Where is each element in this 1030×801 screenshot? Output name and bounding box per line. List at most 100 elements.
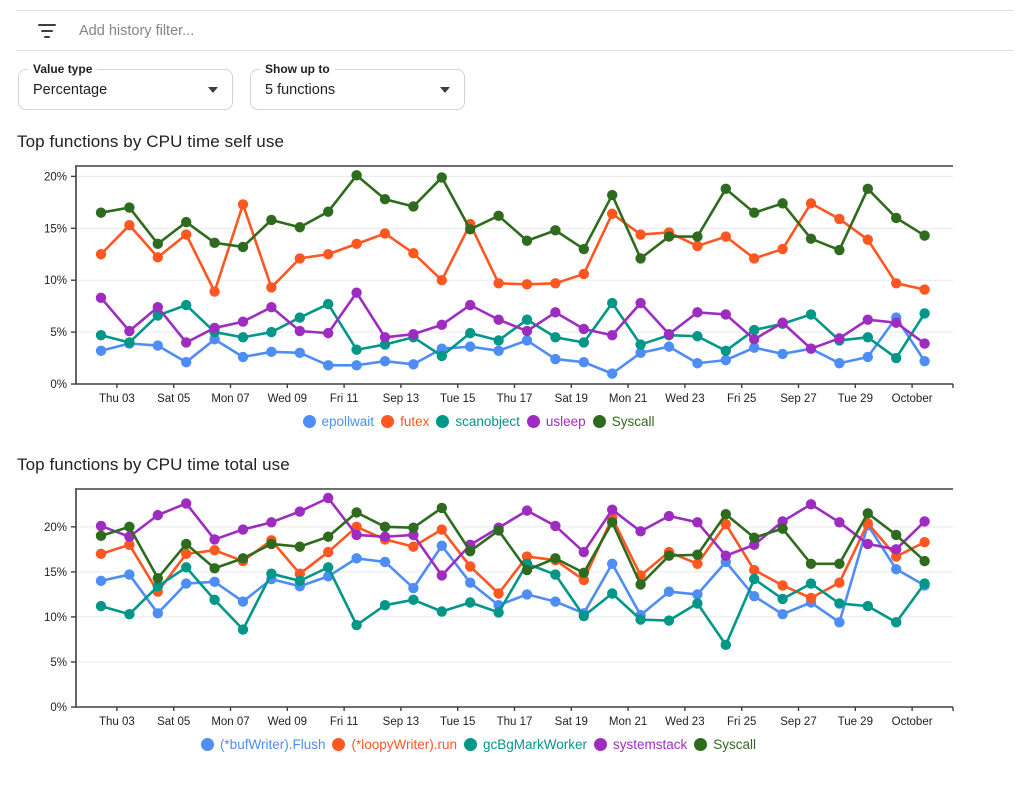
data-point[interactable] <box>663 615 675 626</box>
data-point[interactable] <box>181 578 192 589</box>
data-point[interactable] <box>436 172 447 183</box>
data-point[interactable] <box>181 562 192 573</box>
data-point[interactable] <box>720 231 731 242</box>
data-point[interactable] <box>436 350 447 362</box>
data-point[interactable] <box>209 334 220 345</box>
data-point[interactable] <box>152 252 163 263</box>
data-point[interactable] <box>550 520 561 532</box>
data-point[interactable] <box>493 525 504 536</box>
data-point[interactable] <box>152 340 163 351</box>
data-point[interactable] <box>294 222 305 233</box>
data-point[interactable] <box>891 563 902 575</box>
data-point[interactable] <box>152 581 163 592</box>
data-point[interactable] <box>209 594 220 606</box>
data-point[interactable] <box>607 208 618 219</box>
data-point[interactable] <box>266 326 277 338</box>
data-point[interactable] <box>663 586 675 597</box>
data-point[interactable] <box>294 312 305 323</box>
data-point[interactable] <box>607 517 618 528</box>
data-point[interactable] <box>692 517 703 528</box>
data-point[interactable] <box>834 617 845 628</box>
data-point[interactable] <box>578 268 589 280</box>
data-point[interactable] <box>294 575 305 587</box>
data-point[interactable] <box>578 323 589 335</box>
data-point[interactable] <box>266 517 277 528</box>
data-point[interactable] <box>323 562 334 573</box>
data-point[interactable] <box>521 314 533 325</box>
data-point[interactable] <box>635 229 646 240</box>
data-point[interactable] <box>436 343 447 354</box>
data-point[interactable] <box>521 551 533 562</box>
data-point[interactable] <box>379 521 391 533</box>
data-point[interactable] <box>749 532 760 543</box>
data-point[interactable] <box>891 529 902 541</box>
data-point[interactable] <box>124 219 135 231</box>
data-point[interactable] <box>266 346 277 358</box>
data-point[interactable] <box>777 243 788 255</box>
data-point[interactable] <box>777 609 788 620</box>
data-point[interactable] <box>692 358 703 369</box>
data-point[interactable] <box>834 517 845 528</box>
data-point[interactable] <box>749 207 760 218</box>
data-point[interactable] <box>408 201 419 212</box>
data-point[interactable] <box>635 339 646 350</box>
data-point[interactable] <box>95 530 107 542</box>
show-up-to-select[interactable]: Show up to 5 functions <box>250 62 465 110</box>
data-point[interactable] <box>749 590 760 602</box>
data-point[interactable] <box>550 278 561 289</box>
data-point[interactable] <box>493 607 504 618</box>
data-point[interactable] <box>578 357 589 368</box>
data-point[interactable] <box>493 335 504 346</box>
data-point[interactable] <box>862 518 873 529</box>
data-point[interactable] <box>465 224 476 235</box>
data-point[interactable] <box>862 508 873 519</box>
data-point[interactable] <box>550 596 561 607</box>
data-point[interactable] <box>209 322 220 334</box>
data-point[interactable] <box>692 549 703 560</box>
data-point[interactable] <box>919 555 930 567</box>
data-point[interactable] <box>692 558 703 569</box>
data-point[interactable] <box>720 345 731 356</box>
data-point[interactable] <box>919 536 930 548</box>
data-point[interactable] <box>521 564 533 576</box>
data-point[interactable] <box>294 325 305 337</box>
data-point[interactable] <box>323 492 334 504</box>
data-point[interactable] <box>550 225 561 236</box>
data-point[interactable] <box>891 212 902 224</box>
data-point[interactable] <box>919 338 930 349</box>
data-point[interactable] <box>493 588 504 599</box>
data-point[interactable] <box>578 546 589 558</box>
data-point[interactable] <box>323 249 334 260</box>
data-point[interactable] <box>550 353 561 365</box>
data-point[interactable] <box>891 317 902 328</box>
data-point[interactable] <box>834 213 845 225</box>
data-point[interactable] <box>578 243 589 255</box>
data-point[interactable] <box>607 504 618 515</box>
data-point[interactable] <box>521 279 533 290</box>
data-point[interactable] <box>323 206 334 217</box>
data-point[interactable] <box>749 334 760 345</box>
data-point[interactable] <box>749 253 760 264</box>
data-point[interactable] <box>720 639 731 651</box>
data-point[interactable] <box>237 241 249 253</box>
data-point[interactable] <box>181 357 192 368</box>
data-point[interactable] <box>408 522 419 533</box>
data-point[interactable] <box>635 253 646 264</box>
history-filter-input[interactable] <box>77 21 1014 40</box>
data-point[interactable] <box>805 233 817 244</box>
data-point[interactable] <box>891 278 902 289</box>
data-point[interactable] <box>181 548 192 560</box>
data-point[interactable] <box>777 348 788 360</box>
data-point[interactable] <box>323 298 334 310</box>
data-point[interactable] <box>379 194 391 205</box>
data-point[interactable] <box>720 509 731 520</box>
data-point[interactable] <box>323 546 334 558</box>
data-point[interactable] <box>323 531 334 542</box>
data-point[interactable] <box>209 576 220 587</box>
data-point[interactable] <box>408 328 419 340</box>
data-point[interactable] <box>379 355 391 367</box>
data-point[interactable] <box>465 561 476 572</box>
data-point[interactable] <box>95 292 107 304</box>
data-point[interactable] <box>862 351 873 363</box>
data-point[interactable] <box>578 610 589 622</box>
